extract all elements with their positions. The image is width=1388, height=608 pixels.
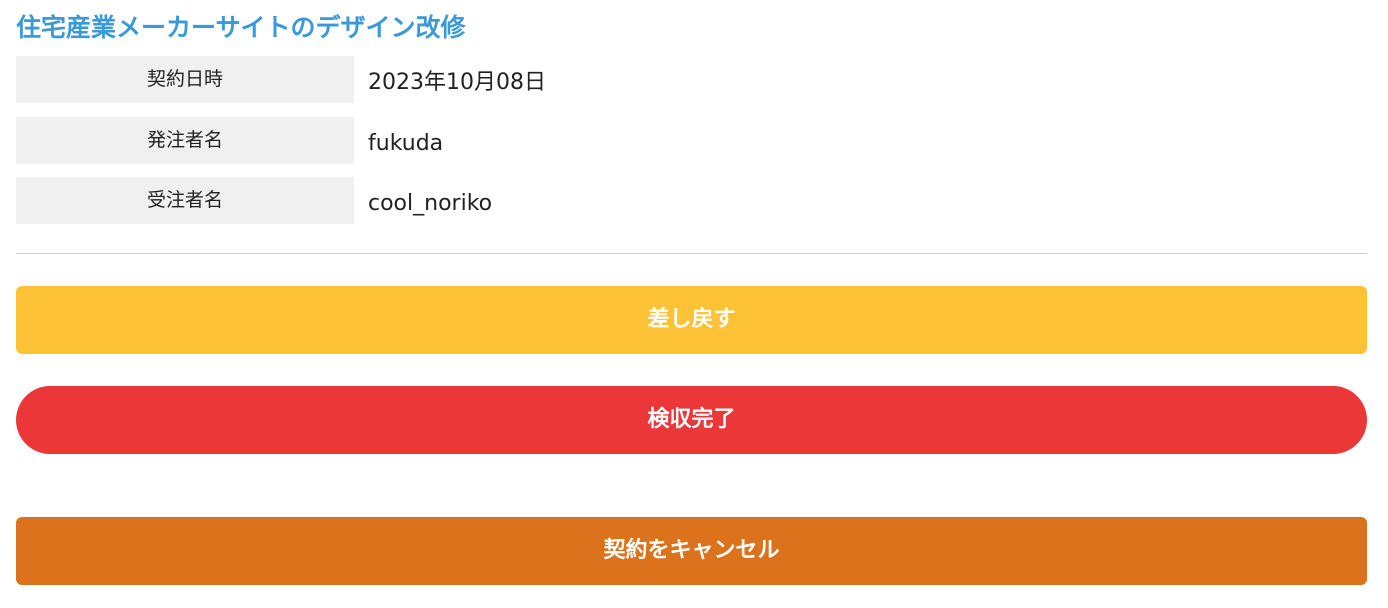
divider (16, 253, 1367, 254)
field-contract-date: 契約日時 2023年10月08日 (16, 56, 1366, 103)
field-value: cool_noriko (368, 191, 493, 216)
complete-inspection-button[interactable]: 検収完了 (16, 386, 1367, 454)
field-value: fukuda (368, 131, 444, 156)
return-button[interactable]: 差し戻す (16, 286, 1367, 354)
cancel-contract-button[interactable]: 契約をキャンセル (16, 517, 1367, 585)
page-title: 住宅産業メーカーサイトのデザイン改修 (16, 13, 466, 42)
field-label: 契約日時 (16, 56, 354, 103)
field-contractor: 受注者名 cool_noriko (16, 177, 1366, 224)
field-value: 2023年10月08日 (368, 70, 546, 95)
field-orderer: 発注者名 fukuda (16, 117, 1366, 164)
field-label: 発注者名 (16, 117, 354, 164)
field-label: 受注者名 (16, 177, 354, 224)
